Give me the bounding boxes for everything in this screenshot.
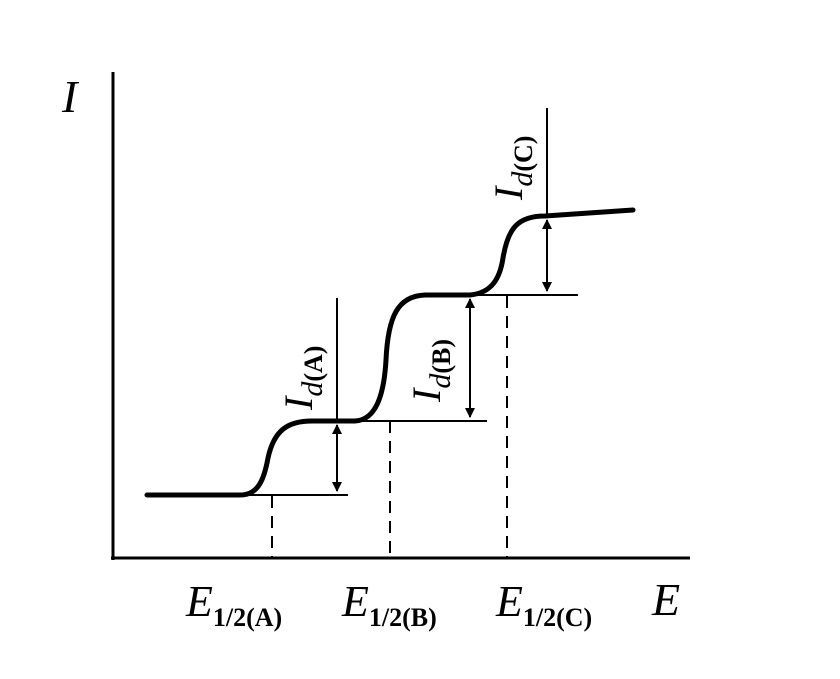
id-a-subscript: d — [296, 381, 329, 397]
e-half-b-label: E1/2(B) — [341, 577, 437, 632]
polarographic-wave-curve — [144, 207, 636, 498]
id-a-symbol: I — [276, 395, 321, 411]
e-half-a-subscript: 1/2(A) — [213, 603, 282, 632]
y-axis-label: I — [61, 71, 80, 122]
e-half-a-symbol: E — [185, 577, 213, 626]
id-c-subscript: d — [506, 171, 539, 187]
id-b-symbol: I — [404, 387, 449, 403]
id-b-label: Id(B) — [404, 339, 457, 403]
svg-text:Id(B): Id(B) — [404, 339, 457, 403]
id-c-symbol: I — [486, 185, 531, 201]
svg-text:Id(C): Id(C) — [486, 136, 539, 201]
id-a-species: (A) — [299, 346, 328, 382]
e-half-c-symbol: E — [495, 577, 523, 626]
e-half-a-label: E1/2(A) — [185, 577, 282, 632]
svg-text:Id(A): Id(A) — [276, 346, 329, 411]
id-b-subscript: d — [424, 373, 457, 389]
id-c-species: (C) — [509, 136, 538, 172]
e-half-c-subscript: 1/2(C) — [523, 603, 592, 632]
id-c-label: Id(C) — [486, 136, 539, 201]
id-b-species: (B) — [427, 339, 456, 374]
x-axis-label: E — [651, 574, 680, 625]
e-half-b-symbol: E — [341, 577, 369, 626]
e-half-b-subscript: 1/2(B) — [369, 603, 437, 632]
e-half-c-label: E1/2(C) — [495, 577, 592, 632]
id-a-label: Id(A) — [276, 346, 329, 411]
